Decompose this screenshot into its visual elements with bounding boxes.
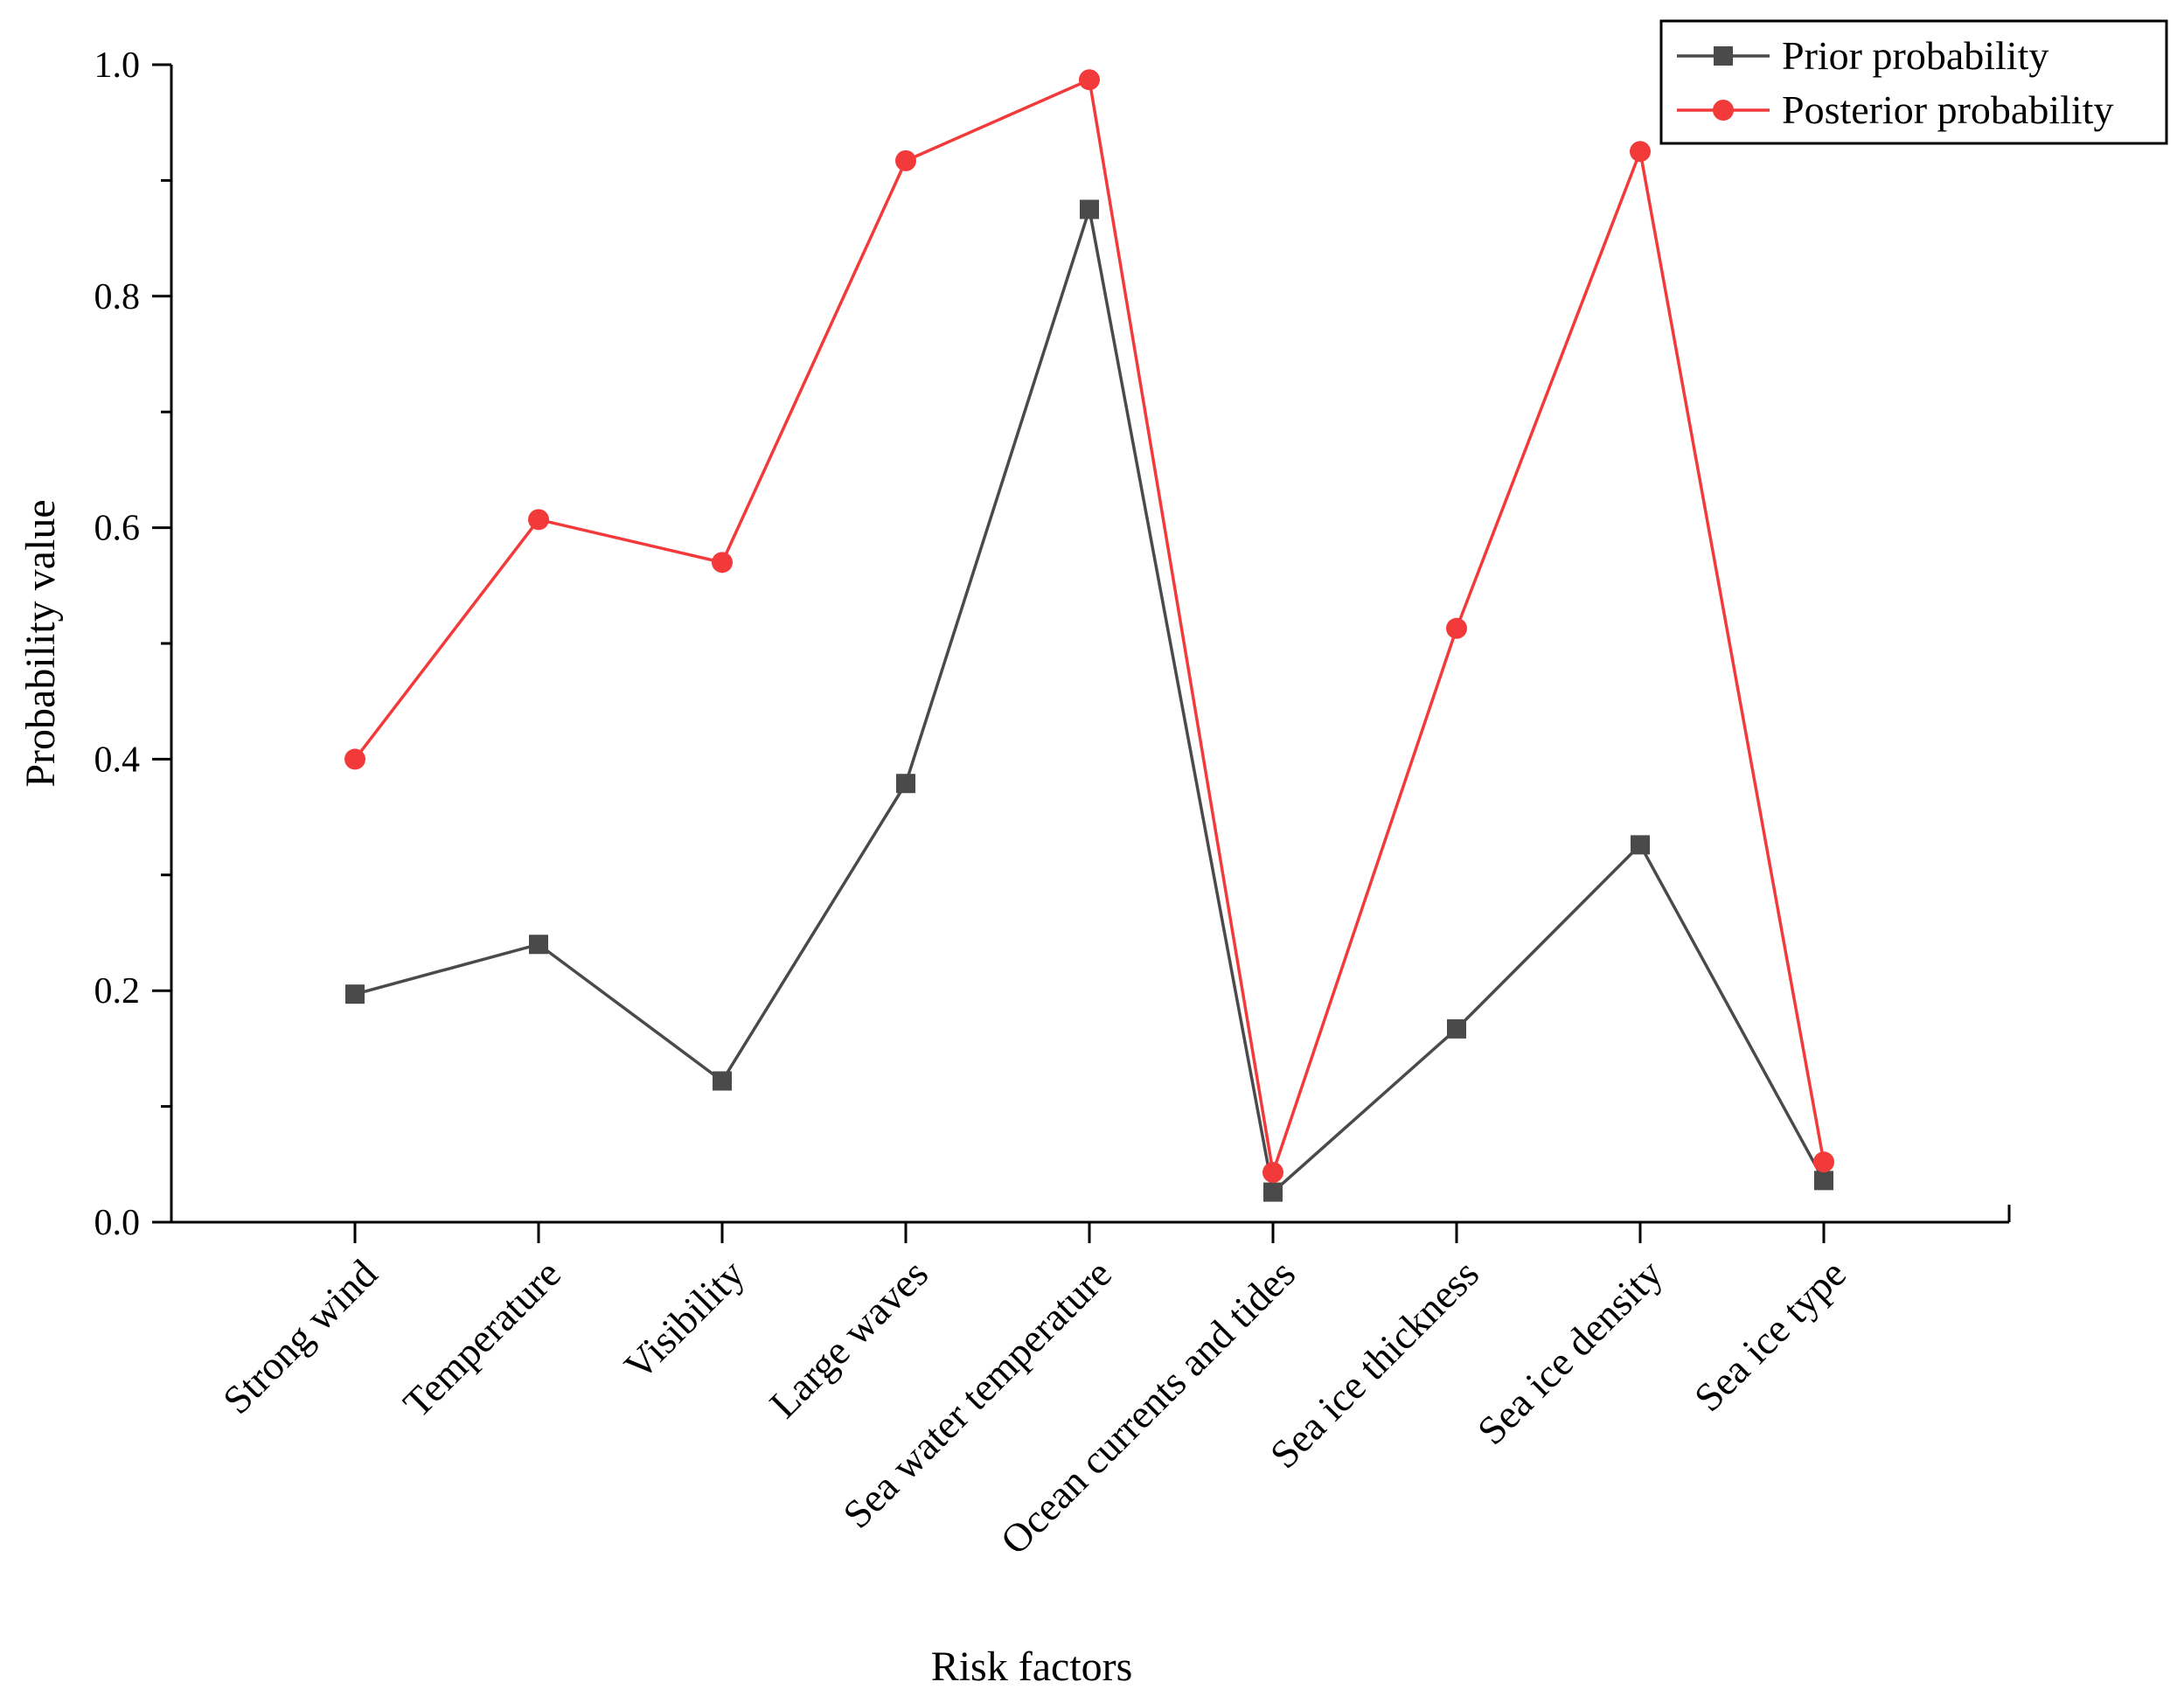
series-line xyxy=(353,77,1826,1173)
data-point xyxy=(896,774,915,794)
legend-label: Prior probability xyxy=(1782,33,2048,78)
data-point xyxy=(1630,141,1651,163)
y-tick-label: 0.2 xyxy=(94,971,141,1011)
x-tick-label: Strong wind xyxy=(214,1251,386,1422)
axes: 0.0 0.2 0.4 0.6 0.8 1.0 Strong wind Temperature… xyxy=(94,45,2011,1563)
x-tick-label: Visibility xyxy=(616,1251,753,1388)
y-tick-label: 0.8 xyxy=(94,277,141,317)
x-tick-label: Temperature xyxy=(394,1251,569,1426)
series-layer xyxy=(344,69,1834,1202)
legend: Prior probability Posterior probability xyxy=(1659,19,2168,145)
data-point xyxy=(1813,1151,1834,1173)
x-tick-label: Ocean currents and tides xyxy=(991,1251,1304,1563)
data-point xyxy=(1814,1171,1833,1191)
data-point xyxy=(1262,1162,1283,1184)
series-line xyxy=(354,208,1826,1195)
data-point xyxy=(344,748,365,770)
data-point xyxy=(712,552,733,573)
data-point xyxy=(1447,1018,1466,1039)
data-point xyxy=(895,149,916,171)
data-point xyxy=(1079,69,1100,91)
data-point xyxy=(1631,835,1650,855)
data-point xyxy=(1080,199,1099,219)
legend-marker xyxy=(1713,100,1734,121)
y-axis-title: Probability value xyxy=(17,499,64,787)
data-point xyxy=(1446,617,1467,639)
x-tick-label: Large waves xyxy=(761,1251,936,1427)
x-axis-title: Risk factors xyxy=(931,1644,1133,1690)
legend-marker xyxy=(1714,46,1733,66)
x-tick-label: Sea ice density xyxy=(1469,1251,1671,1453)
series-posterior xyxy=(344,69,1834,1184)
x-tick-label: Sea ice type xyxy=(1686,1251,1854,1420)
data-point xyxy=(345,984,365,1004)
legend-box xyxy=(1659,19,2168,145)
data-point xyxy=(529,935,548,955)
data-point xyxy=(1263,1182,1283,1202)
y-tick-label: 0.4 xyxy=(94,740,141,780)
data-point xyxy=(713,1071,732,1091)
data-point xyxy=(528,509,549,531)
series-prior xyxy=(345,199,1833,1202)
legend-label: Posterior probability xyxy=(1782,87,2113,132)
y-tick-label: 0.6 xyxy=(94,509,141,549)
y-tick-label: 0.0 xyxy=(94,1203,141,1243)
y-tick-label: 1.0 xyxy=(94,45,141,86)
